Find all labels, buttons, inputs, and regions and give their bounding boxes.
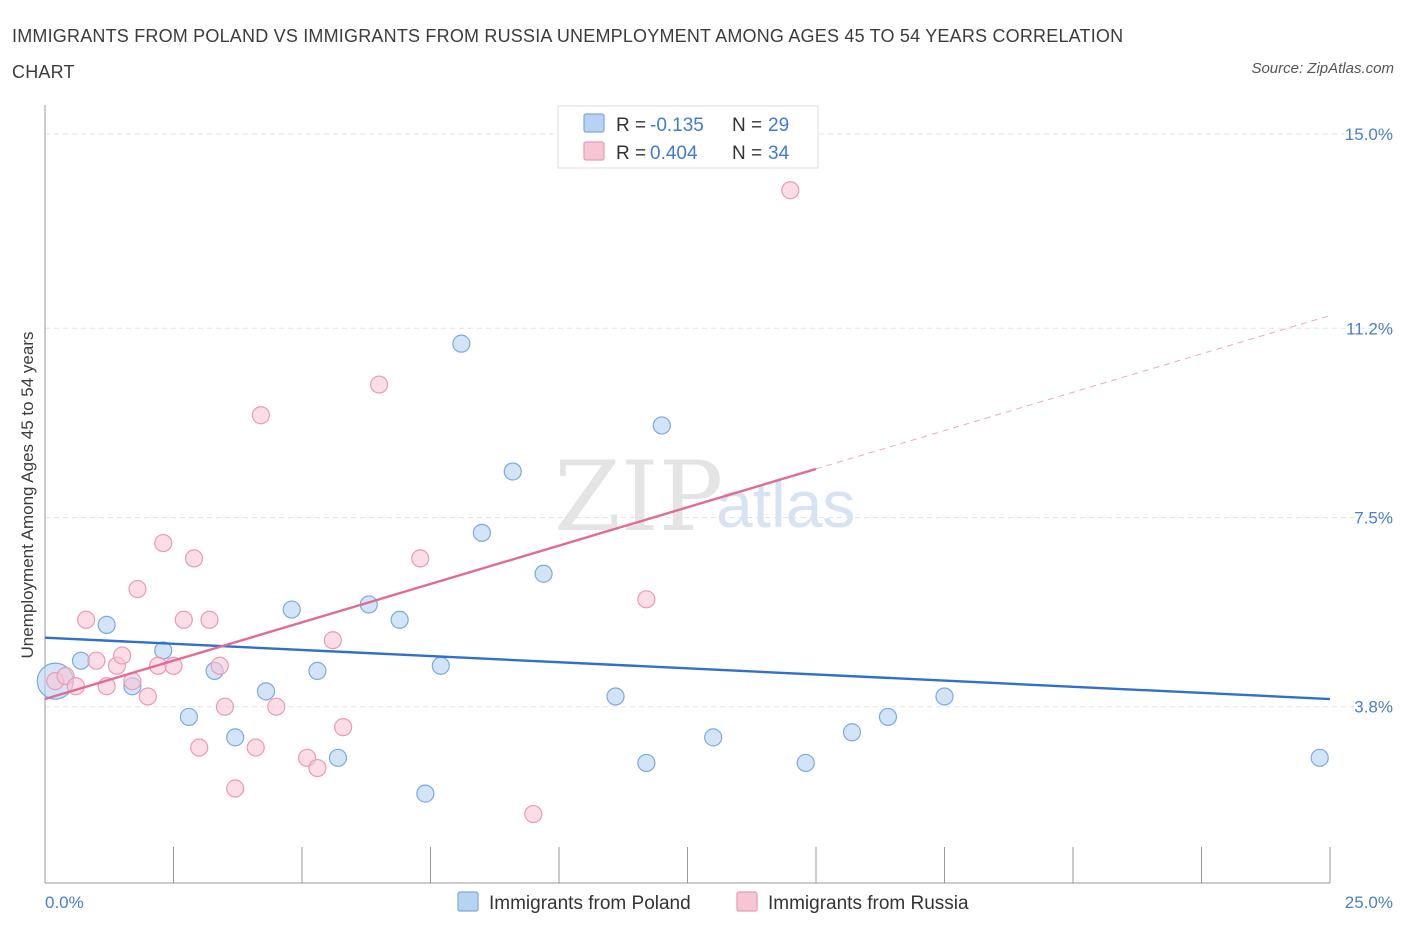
russia-point	[411, 549, 430, 568]
watermark-atlas: atlas	[716, 467, 855, 541]
russia-point	[323, 631, 342, 650]
russia-point	[77, 610, 96, 629]
bottom-legend-swatch-russia	[736, 891, 758, 912]
poland-point	[1310, 748, 1329, 767]
bottom-legend-label-russia: Immigrants from Russia	[768, 893, 969, 914]
legend-r-value-russia: 0.404	[650, 143, 698, 164]
poland-point	[308, 661, 327, 681]
poland-point	[472, 523, 491, 542]
x-tick-label: 25.0%	[1345, 893, 1393, 912]
legend-swatch-poland	[583, 113, 605, 133]
legend-r-label-russia: R =	[616, 143, 646, 164]
bottom-legend-label-poland: Immigrants from Poland	[489, 893, 691, 914]
russia-point	[190, 738, 209, 757]
russia-trend-line	[44, 467, 817, 701]
poland-point	[282, 600, 301, 619]
russia-point	[215, 697, 234, 716]
poland-point	[878, 707, 898, 727]
bottom-legend: Immigrants from Poland Immigrants from R…	[457, 891, 969, 914]
poland-point	[226, 728, 245, 747]
poland-point	[534, 564, 553, 583]
scatter-points	[36, 181, 1329, 824]
russia-point	[210, 656, 229, 675]
legend-n-label-poland: N =	[732, 115, 762, 136]
russia-point	[112, 646, 132, 665]
russia-point	[334, 718, 353, 737]
russia-point	[524, 804, 543, 824]
poland-point	[431, 656, 450, 675]
y-tick-label: 15.0%	[1345, 125, 1393, 144]
poland-point	[606, 687, 625, 706]
bottom-legend-swatch-poland	[457, 891, 479, 912]
source-credit: Source: ZipAtlas.com	[1251, 60, 1394, 77]
tick-labels: 3.8% 7.5% 11.2% 15.0% 0.0% 25.0%	[45, 125, 1393, 912]
poland-point	[416, 784, 435, 803]
russia-point	[87, 651, 106, 670]
russia-point	[138, 687, 157, 706]
russia-point	[370, 375, 389, 394]
y-tick-label: 3.8%	[1354, 698, 1393, 717]
y-tick-label: 11.2%	[1346, 319, 1393, 338]
trend-lines	[44, 315, 1331, 701]
axes	[44, 105, 1331, 884]
russia-point	[781, 181, 800, 200]
russia-point	[226, 779, 245, 798]
poland-point	[452, 334, 471, 353]
legend-r-label-poland: R =	[616, 115, 646, 136]
legend-n-label-russia: N =	[732, 143, 762, 164]
russia-point	[251, 406, 270, 425]
poland-point	[328, 748, 348, 767]
russia-point	[637, 590, 656, 609]
y-tick-label: 7.5%	[1354, 509, 1393, 528]
poland-point	[637, 753, 656, 773]
poland-point	[97, 615, 116, 634]
poland-trend-line	[44, 636, 1331, 701]
poland-point	[390, 610, 409, 629]
russia-point	[308, 758, 327, 778]
poland-point	[935, 687, 954, 706]
legend-r-value-poland: -0.135	[650, 115, 704, 136]
legend-swatch-russia	[583, 141, 605, 161]
poland-point	[71, 651, 91, 670]
legend-n-value-poland: 29	[768, 115, 789, 136]
legend-n-value-russia: 34	[768, 143, 790, 164]
poland-point	[256, 682, 276, 701]
russia-point	[246, 738, 265, 757]
top-legend: R = -0.135 N = 29 R = 0.404 N = 34	[557, 105, 819, 169]
watermark: ZIP atlas	[554, 441, 855, 553]
russia-trend-extension	[815, 315, 1331, 470]
russia-point	[174, 610, 193, 629]
poland-point	[796, 753, 815, 773]
gridlines	[45, 133, 1392, 708]
russia-point	[200, 610, 219, 629]
russia-point	[184, 549, 204, 568]
poland-point	[179, 707, 199, 727]
poland-point	[842, 723, 862, 742]
y-axis-label: Unemployment Among Ages 45 to 54 years	[18, 332, 37, 659]
x-tick-label: 0.0%	[45, 893, 84, 912]
poland-point	[503, 462, 522, 481]
watermark-zip: ZIP	[554, 441, 723, 553]
russia-point	[267, 697, 286, 716]
russia-point	[128, 579, 147, 599]
poland-point	[652, 416, 671, 435]
russia-point	[154, 533, 173, 553]
chart-title: IMMIGRANTS FROM POLAND VS IMMIGRANTS FRO…	[12, 26, 1124, 82]
poland-point	[704, 728, 723, 747]
